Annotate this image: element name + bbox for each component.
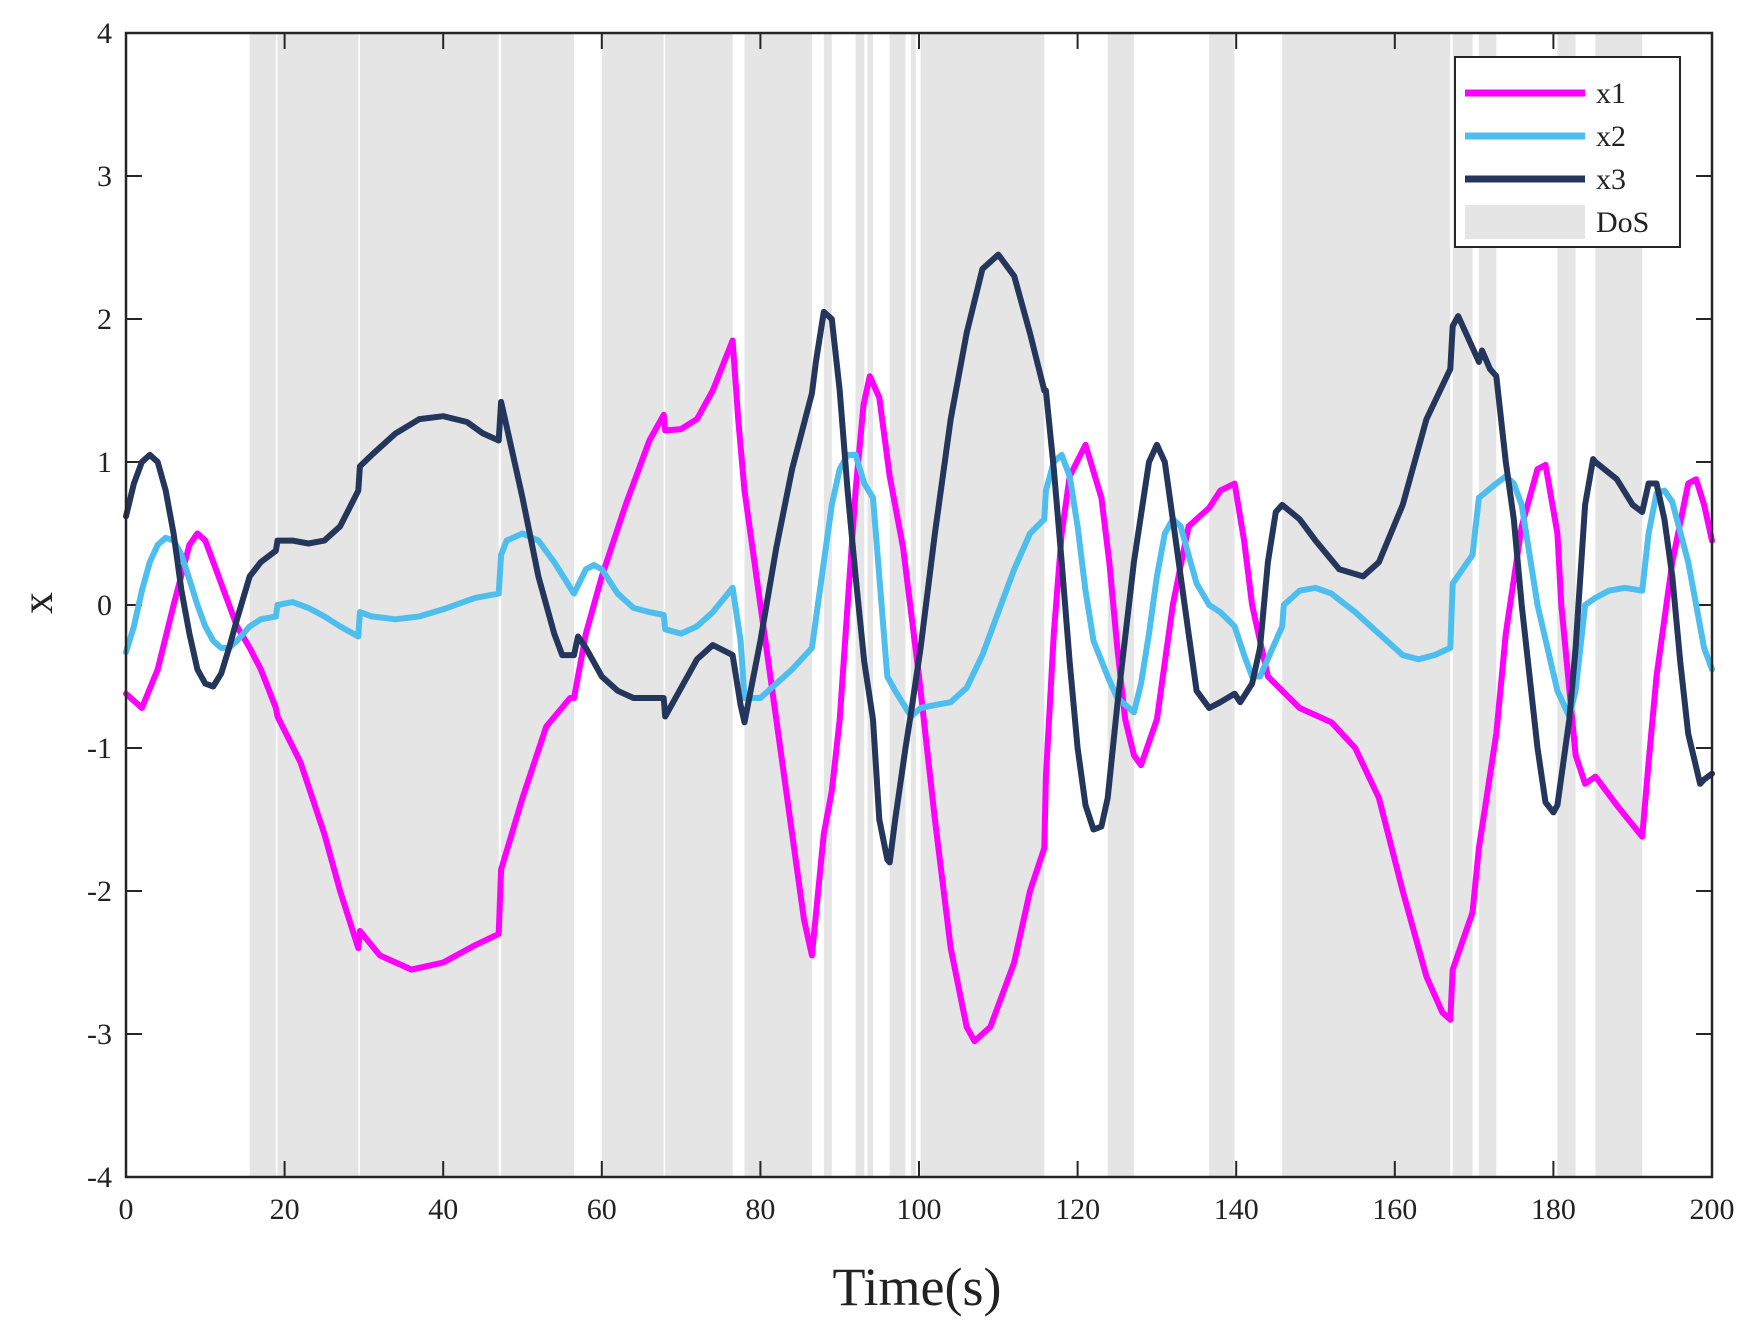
dos-interval-15: [1282, 33, 1451, 1177]
x-tick-label-5: 100: [897, 1193, 942, 1226]
y-tick-label-4: 0: [97, 589, 112, 622]
dos-interval-5: [665, 33, 733, 1177]
x-tick-label-2: 40: [428, 1193, 458, 1226]
x-tick-label-0: 0: [119, 1193, 134, 1226]
series-line-x1: [123, 337, 1715, 1045]
dos-interval-2: [359, 33, 499, 1177]
dos-interval-0: [249, 33, 276, 1177]
y-axis-title: x: [13, 592, 62, 614]
x-tick-label-8: 160: [1372, 1193, 1417, 1226]
legend-label-dos: DoS: [1596, 206, 1649, 239]
legend: x1 x2 x3 DoS: [1454, 56, 1681, 248]
y-tick-label-8: 4: [97, 17, 112, 50]
dos-interval-17: [1478, 33, 1497, 1177]
dos-interval-3: [501, 33, 575, 1177]
series-line-x3: [123, 251, 1715, 866]
y-tick-labels: -4 -3 -2 -1 0 1 2 3 4: [87, 17, 112, 1194]
y-tick-label-3: -1: [87, 732, 112, 765]
y-tick-label-1: -3: [87, 1018, 112, 1051]
x-tick-label-7: 140: [1214, 1193, 1259, 1226]
y-tick-label-7: 3: [97, 160, 112, 193]
y-tick-label-2: -2: [87, 875, 112, 908]
series-line-x2: [123, 451, 1715, 720]
y-tick-label-6: 2: [97, 303, 112, 336]
legend-label-x3: x3: [1596, 163, 1626, 196]
dos-interval-11: [911, 33, 916, 1177]
plot-frame: [124, 31, 1714, 1179]
y-tick-label-5: 1: [97, 446, 112, 479]
x-axis-title: Time(s): [832, 1257, 1001, 1317]
x-tick-labels: 0 20 40 60 80 100 120 140 160 180 200: [119, 1193, 1735, 1226]
legend-label-x2: x2: [1596, 120, 1626, 153]
legend-label-x1: x1: [1596, 77, 1626, 110]
dos-interval-18: [1557, 33, 1576, 1177]
dos-interval-6: [744, 33, 812, 1177]
x-tick-label-1: 20: [270, 1193, 300, 1226]
y-tick-label-0: -4: [87, 1161, 112, 1194]
x-tick-label-10: 200: [1690, 1193, 1735, 1226]
x-tick-label-6: 120: [1055, 1193, 1100, 1226]
dos-interval-12: [920, 33, 1045, 1177]
x-tick-label-4: 80: [745, 1193, 775, 1226]
series-layer: [123, 251, 1715, 1045]
dos-interval-10: [889, 33, 906, 1177]
dos-interval-7: [823, 33, 832, 1177]
x-tick-label-3: 60: [587, 1193, 617, 1226]
legend-swatch-dos: [1465, 205, 1585, 239]
x-tick-label-9: 180: [1531, 1193, 1576, 1226]
dos-interval-9: [867, 33, 874, 1177]
